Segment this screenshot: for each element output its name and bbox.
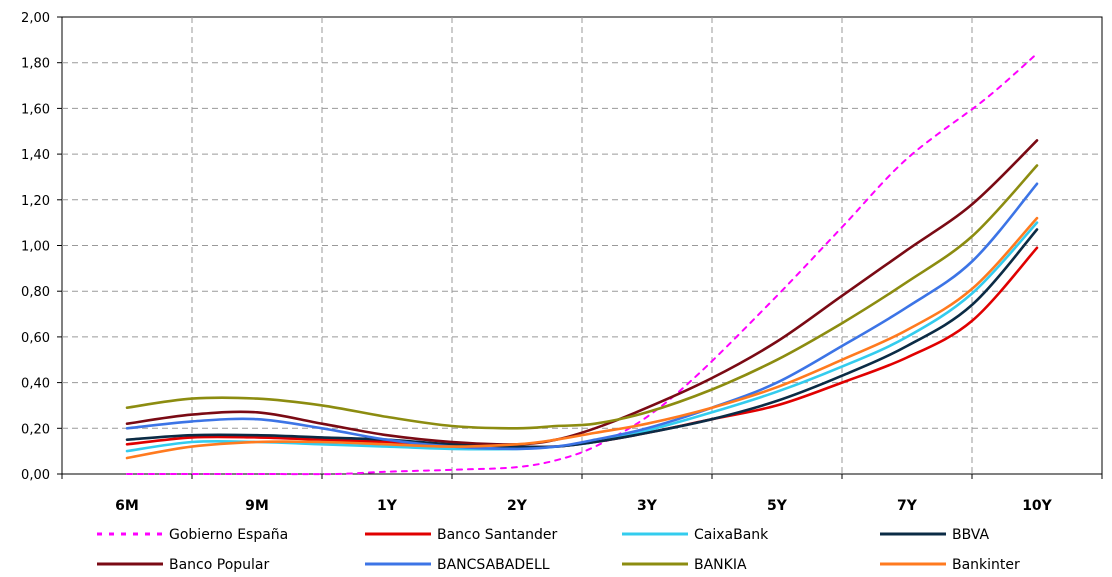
x-axis-ticks: 6M 9M 1Y 2Y 3Y 5Y 7Y 10Y [61,474,1103,514]
x-tick-label: 10Y [1022,498,1052,514]
legend-label: Banco Popular [169,557,270,573]
y-tick-label: 0,60 [21,331,50,346]
legend-label: BANKIA [694,557,747,573]
x-tick-label: 6M [115,498,139,514]
grid-lines [62,17,1102,474]
legend-label: CaixaBank [694,527,769,543]
y-tick-label: 1,20 [21,194,50,209]
y-tick-label: 0,20 [21,422,50,437]
y-tick-label: 0,00 [21,468,50,483]
legend-label: BANCSABADELL [437,557,550,573]
y-tick-label: 2,00 [21,11,50,26]
y-tick-label: 1,60 [21,102,50,117]
x-tick-label: 5Y [767,498,788,514]
legend-label: Banco Santander [437,527,558,543]
y-tick-label: 0,80 [21,285,50,300]
series-line-banco-popular [125,139,1039,446]
series-line-bancsabadell [125,182,1039,451]
y-tick-label: 1,40 [21,148,50,163]
x-tick-label: 7Y [897,498,918,514]
y-tick-label: 1,80 [21,57,50,72]
series-line-gobierno-espa-a [126,52,1038,476]
y-tick-label: 1,00 [21,240,50,255]
x-tick-label: 1Y [377,498,398,514]
legend: Gobierno España Banco Santander CaixaBank B… [97,527,1020,573]
legend-label: BBVA [952,527,989,543]
series-lines [125,52,1039,476]
x-tick-label: 3Y [637,498,658,514]
y-axis-ticks: 0,00 0,20 0,40 0,60 0,80 1,00 1,20 1,40 1,60 1,80… [21,11,62,483]
x-tick-label: 2Y [507,498,528,514]
legend-label: Gobierno España [169,527,288,543]
y-tick-label: 0,40 [21,377,50,392]
x-tick-label: 9M [245,498,269,514]
legend-label: Bankinter [952,557,1020,573]
series-line-bankinter [125,216,1039,460]
series-line-bankia [125,164,1039,430]
